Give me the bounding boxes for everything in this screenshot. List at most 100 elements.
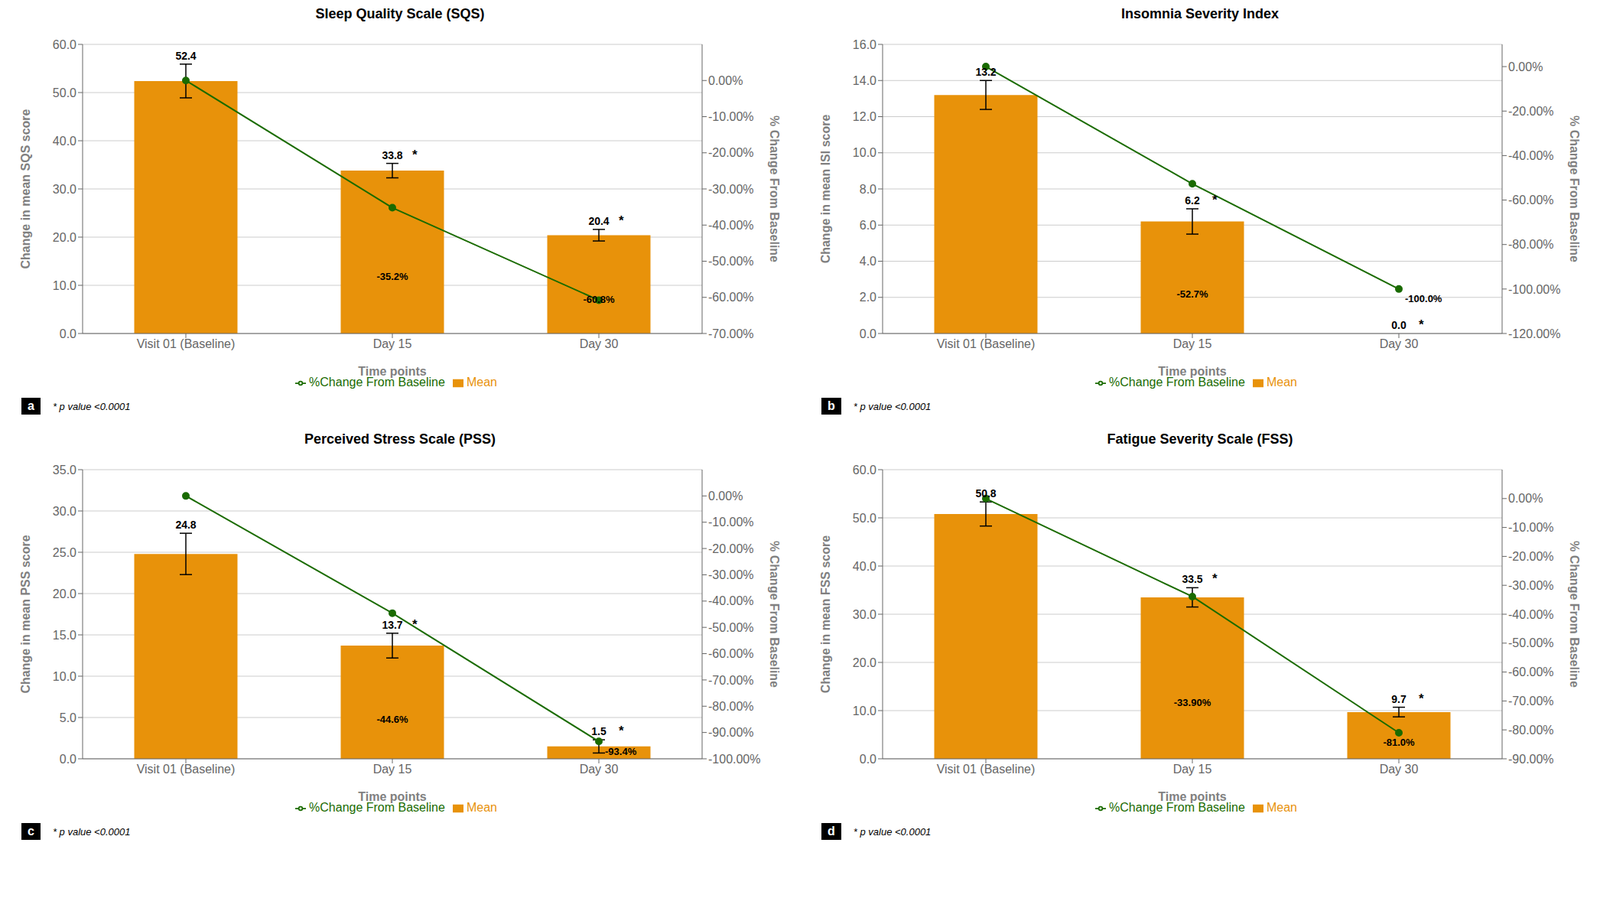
svg-text:-70.00%: -70.00% [1508,694,1555,708]
svg-text:33.8: 33.8 [381,149,403,162]
svg-text:0.0: 0.0 [1391,318,1407,332]
svg-text:-60.8%: -60.8% [582,293,615,306]
svg-text:Change in mean FSS score: Change in mean FSS score [819,535,833,693]
svg-text:30.0: 30.0 [52,182,77,196]
svg-text:*: * [1212,571,1218,586]
svg-text:-50.00%: -50.00% [708,254,755,268]
svg-text:Day 15: Day 15 [373,337,413,351]
svg-text:-30.00%: -30.00% [708,182,755,196]
svg-text:20.0: 20.0 [852,656,877,670]
svg-text:60.0: 60.0 [52,38,77,52]
svg-text:-30.00%: -30.00% [1508,578,1555,592]
svg-text:*: * [1212,192,1218,208]
svg-text:40.0: 40.0 [852,559,877,573]
svg-text:Change in mean PSS score: Change in mean PSS score [19,534,33,693]
svg-text:-80.00%: -80.00% [1508,723,1555,737]
svg-text:-52.7%: -52.7% [1176,288,1209,300]
svg-text:0.00%: 0.00% [1508,60,1543,74]
svg-text:Change in mean ISI score: Change in mean ISI score [819,114,833,264]
svg-text:0.0: 0.0 [859,327,877,341]
svg-text:12.0: 12.0 [852,110,877,124]
svg-text:0.0: 0.0 [59,327,77,341]
svg-text:-60.00%: -60.00% [708,647,755,661]
svg-text:-80.00%: -80.00% [1508,237,1555,251]
svg-text:Visit 01 (Baseline): Visit 01 (Baseline) [136,762,236,776]
svg-text:-100.00%: -100.00% [708,752,761,766]
svg-text:-33.90%: -33.90% [1173,696,1212,709]
svg-text:-40.00%: -40.00% [708,594,755,608]
svg-text:Visit 01 (Baseline): Visit 01 (Baseline) [936,337,1036,351]
svg-text:Day 15: Day 15 [373,762,413,776]
svg-text:50.8: 50.8 [975,487,996,500]
svg-text:30.0: 30.0 [852,608,877,622]
svg-text:Change in mean SQS score: Change in mean SQS score [19,108,33,269]
svg-text:15.0: 15.0 [52,628,77,642]
svg-text:10.0: 10.0 [52,669,77,683]
svg-text:Day 30: Day 30 [579,337,619,351]
svg-text:0.0: 0.0 [59,752,77,766]
svg-text:-90.00%: -90.00% [1508,752,1555,766]
svg-text:-90.00%: -90.00% [708,725,755,739]
svg-text:Day 30: Day 30 [1379,337,1419,351]
svg-text:-60.00%: -60.00% [1508,665,1555,679]
svg-text:Day 30: Day 30 [1379,762,1419,776]
svg-text:10.0: 10.0 [52,279,77,293]
svg-text:-100.0%: -100.0% [1404,292,1443,305]
svg-text:6.2: 6.2 [1184,194,1200,207]
svg-text:Day 30: Day 30 [579,762,619,776]
svg-text:52.4: 52.4 [175,49,196,62]
svg-text:-60.00%: -60.00% [708,290,755,304]
svg-text:9.7: 9.7 [1391,692,1407,706]
svg-text:16.0: 16.0 [852,38,877,52]
svg-text:50.0: 50.0 [852,511,877,525]
svg-text:-40.00%: -40.00% [1508,149,1555,163]
svg-text:33.5: 33.5 [1181,572,1203,586]
svg-text:20.0: 20.0 [52,587,77,601]
svg-text:35.0: 35.0 [52,463,77,477]
svg-text:Visit 01 (Baseline): Visit 01 (Baseline) [936,762,1036,776]
svg-text:50.0: 50.0 [52,86,77,100]
svg-text:-81.0%: -81.0% [1382,736,1415,748]
svg-text:-93.4%: -93.4% [604,745,638,758]
svg-text:-10.00%: -10.00% [708,110,755,124]
svg-text:-80.00%: -80.00% [708,699,755,713]
svg-text:% Change From Baseline: % Change From Baseline [767,540,781,688]
svg-text:Time points: Time points [1157,790,1227,804]
svg-text:*: * [1418,691,1425,706]
svg-text:0.00%: 0.00% [708,74,743,88]
svg-text:-20.00%: -20.00% [1508,104,1555,118]
svg-text:13.2: 13.2 [975,65,996,79]
svg-text:-70.00%: -70.00% [708,673,755,687]
svg-text:Time points: Time points [357,790,427,804]
svg-text:6.0: 6.0 [859,218,877,232]
svg-text:-40.00%: -40.00% [708,218,755,232]
svg-text:-20.00%: -20.00% [708,542,755,556]
svg-text:24.8: 24.8 [175,518,196,531]
svg-text:*: * [412,617,418,632]
svg-text:-120.00%: -120.00% [1508,327,1561,341]
svg-text:25.0: 25.0 [52,546,77,560]
svg-text:Time points: Time points [1157,364,1227,378]
svg-text:30.0: 30.0 [52,504,77,518]
svg-text:40.0: 40.0 [52,134,77,148]
svg-text:% Change From Baseline: % Change From Baseline [1567,115,1581,263]
svg-text:-44.6%: -44.6% [376,713,409,726]
svg-text:-35.2%: -35.2% [376,270,409,283]
svg-text:14.0: 14.0 [852,74,877,88]
svg-text:*: * [618,723,625,739]
svg-text:Day 15: Day 15 [1173,762,1213,776]
svg-text:% Change From Baseline: % Change From Baseline [767,115,781,263]
svg-text:10.0: 10.0 [852,704,877,718]
svg-text:*: * [412,147,418,163]
svg-text:-30.00%: -30.00% [708,568,755,582]
svg-text:10.0: 10.0 [852,146,877,160]
svg-text:-40.00%: -40.00% [1508,608,1555,622]
svg-text:13.7: 13.7 [381,618,403,631]
svg-text:-10.00%: -10.00% [1508,520,1555,534]
svg-text:Visit 01 (Baseline): Visit 01 (Baseline) [136,337,236,351]
svg-text:Day 15: Day 15 [1173,337,1213,351]
svg-text:% Change From Baseline: % Change From Baseline [1567,540,1581,688]
svg-text:-70.00%: -70.00% [708,327,755,341]
svg-text:2.0: 2.0 [859,290,877,304]
svg-text:-50.00%: -50.00% [708,621,755,635]
